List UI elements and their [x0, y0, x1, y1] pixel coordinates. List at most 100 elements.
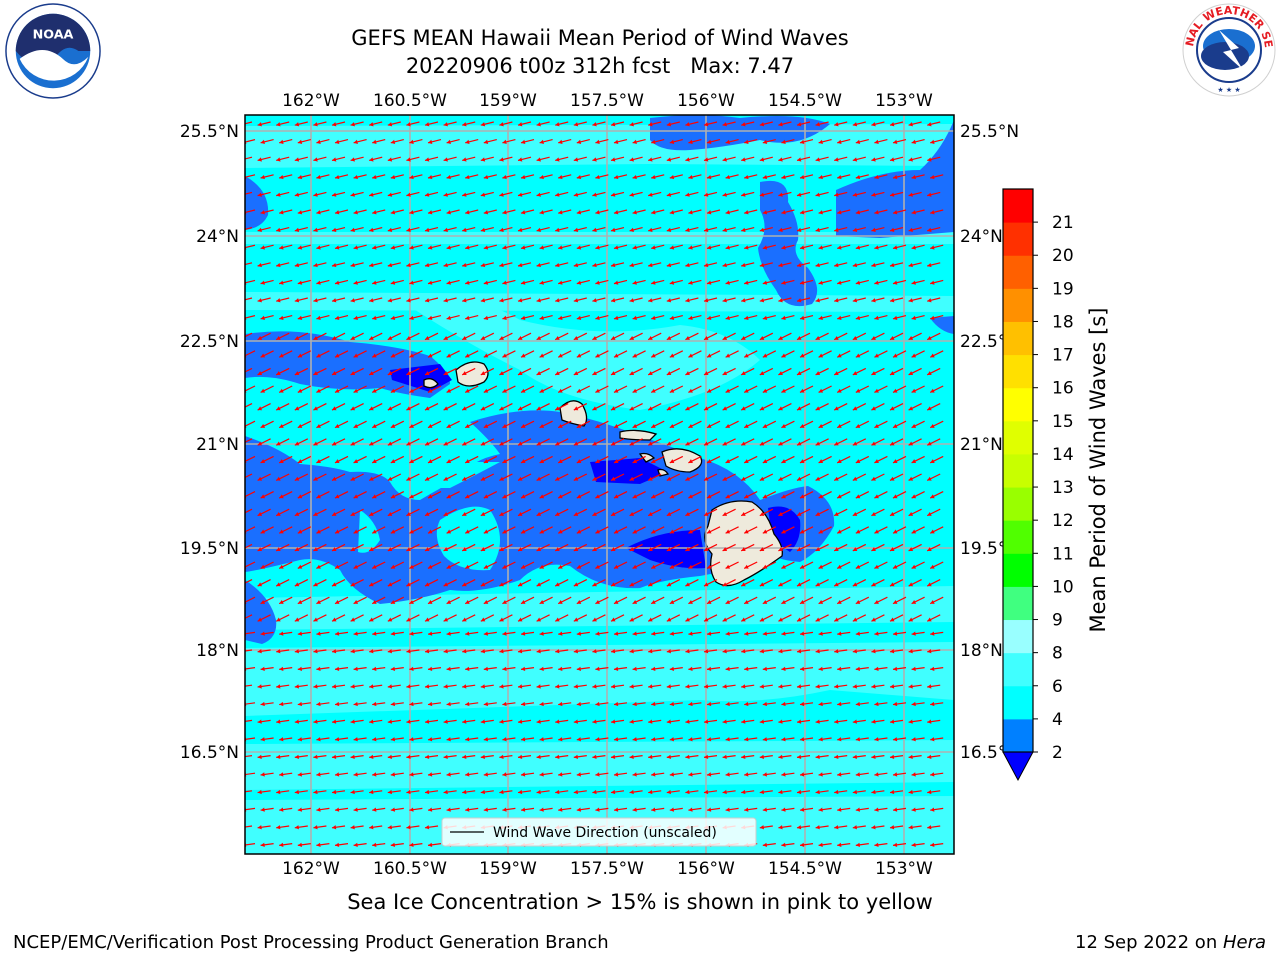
wind-arrow-head [353, 666, 358, 671]
wind-arrow-head [890, 335, 895, 340]
legend-label: Wind Wave Direction (unscaled) [493, 825, 717, 841]
wind-arrow-head [390, 210, 396, 215]
wind-arrow-head [669, 772, 675, 777]
colorbar [1002, 188, 1034, 782]
wind-arrow-head [704, 227, 709, 232]
wind-arrow-head [852, 511, 858, 516]
wind-arrow-head [387, 719, 393, 724]
wind-arrow-head [815, 122, 820, 127]
wind-arrow-head [350, 476, 356, 481]
wind-arrow-head [425, 684, 430, 689]
wind-arrow-head [406, 649, 411, 654]
nws-logo: NATIONAL WEATHER SERVICE ★ ★ ★ [1178, 0, 1276, 97]
wind-arrow-head [316, 737, 321, 742]
wind-arrow-head [462, 335, 467, 340]
wind-arrow-head [558, 174, 563, 180]
wind-arrow-head [592, 406, 597, 411]
wind-arrow-head [762, 210, 768, 215]
wind-arrow-head [800, 494, 805, 499]
wind-arrow-head [518, 227, 523, 232]
wind-arrow-head [818, 666, 823, 671]
wind-arrow-head [518, 789, 523, 795]
wind-arrow-head [741, 192, 746, 197]
wind-arrow-head [536, 511, 542, 516]
wind-arrow-head [260, 599, 266, 604]
wind-arrow-head [335, 353, 340, 358]
wind-arrow-head [704, 476, 709, 481]
wind-arrow-head [666, 789, 672, 795]
wind-arrow-head [555, 789, 560, 795]
wind-arrow-head [294, 582, 300, 587]
wind-arrow-head [316, 772, 321, 777]
wind-arrow-head [871, 582, 876, 587]
wind-arrow-head [800, 245, 805, 250]
wind-arrow-head [834, 582, 839, 587]
wind-arrow-head [834, 825, 839, 830]
wind-arrow-head [576, 423, 582, 428]
wind-arrow-head [409, 772, 414, 777]
wind-arrow-head [558, 388, 563, 393]
wind-arrow-head [390, 423, 396, 428]
wind-arrow-head [927, 825, 932, 830]
wind-arrow-head [759, 617, 765, 622]
colorbar-tick-label: 19 [1052, 279, 1074, 299]
wind-arrow-head [332, 192, 337, 197]
wind-arrow-head [499, 227, 504, 232]
map-frame [244, 114, 955, 855]
wind-arrow-head [837, 842, 842, 847]
wind-arrow-head [797, 262, 802, 268]
wind-arrow-head [744, 666, 749, 671]
wind-arrow-head [446, 315, 451, 320]
wind-arrow-head [908, 371, 914, 376]
wind-arrow-head [390, 315, 396, 320]
wind-arrow-head [387, 754, 393, 759]
wind-arrow-head [704, 262, 709, 268]
wind-arrow-head [725, 139, 730, 144]
wind-arrow-head [893, 737, 898, 742]
wind-arrow-head [837, 459, 842, 464]
wind-arrow-head [778, 754, 783, 759]
wind-arrow-head [350, 754, 355, 759]
wind-arrow-head [294, 649, 300, 654]
wind-arrow-head [425, 335, 430, 340]
wind-arrow-head [855, 423, 861, 428]
colorbar-under-triangle [1002, 751, 1034, 782]
wind-arrow-head [611, 754, 616, 759]
wind-arrow-head [908, 335, 914, 340]
wind-arrow-head [239, 618, 243, 622]
wind-arrow-head [536, 298, 541, 303]
wind-arrow-head [685, 157, 690, 162]
wind-arrow-head [852, 476, 858, 481]
wind-arrow-head [499, 684, 504, 689]
wind-arrow-head [276, 406, 281, 411]
wind-arrow-head [685, 227, 690, 232]
wind-arrow-head [369, 157, 374, 162]
lat-tick-label-left: 21°N [196, 435, 239, 455]
wind-arrow-head [555, 441, 560, 446]
wind-arrow-head [722, 754, 727, 759]
wind-arrow-head [871, 157, 876, 162]
wind-arrow-head [332, 825, 337, 830]
wind-arrow-head [629, 227, 634, 232]
wind-arrow-head [558, 701, 563, 707]
wind-arrow-head [834, 335, 839, 340]
wind-arrow-head [855, 174, 861, 180]
wind-arrow-head [409, 631, 414, 636]
wind-arrow-head [335, 459, 340, 464]
wind-arrow-head [629, 789, 634, 795]
wind-arrow-head [483, 772, 489, 777]
wind-arrow-head [518, 157, 523, 162]
wind-arrow-shaft [245, 420, 256, 427]
wind-arrow-head [297, 666, 303, 671]
wind-arrow-head [332, 371, 337, 376]
wind-arrow-head [837, 315, 842, 320]
wind-arrow-head [558, 423, 563, 428]
wind-arrow-head [350, 719, 355, 724]
wind-arrow-head [927, 371, 932, 376]
wind-arrow-head [353, 388, 359, 393]
lon-tick-label-bottom: 157.5°W [570, 859, 644, 879]
wind-arrow-head [762, 529, 768, 534]
wind-arrow-head [406, 298, 411, 303]
wind-arrow-head [558, 139, 563, 144]
wind-arrow-head [332, 227, 337, 232]
